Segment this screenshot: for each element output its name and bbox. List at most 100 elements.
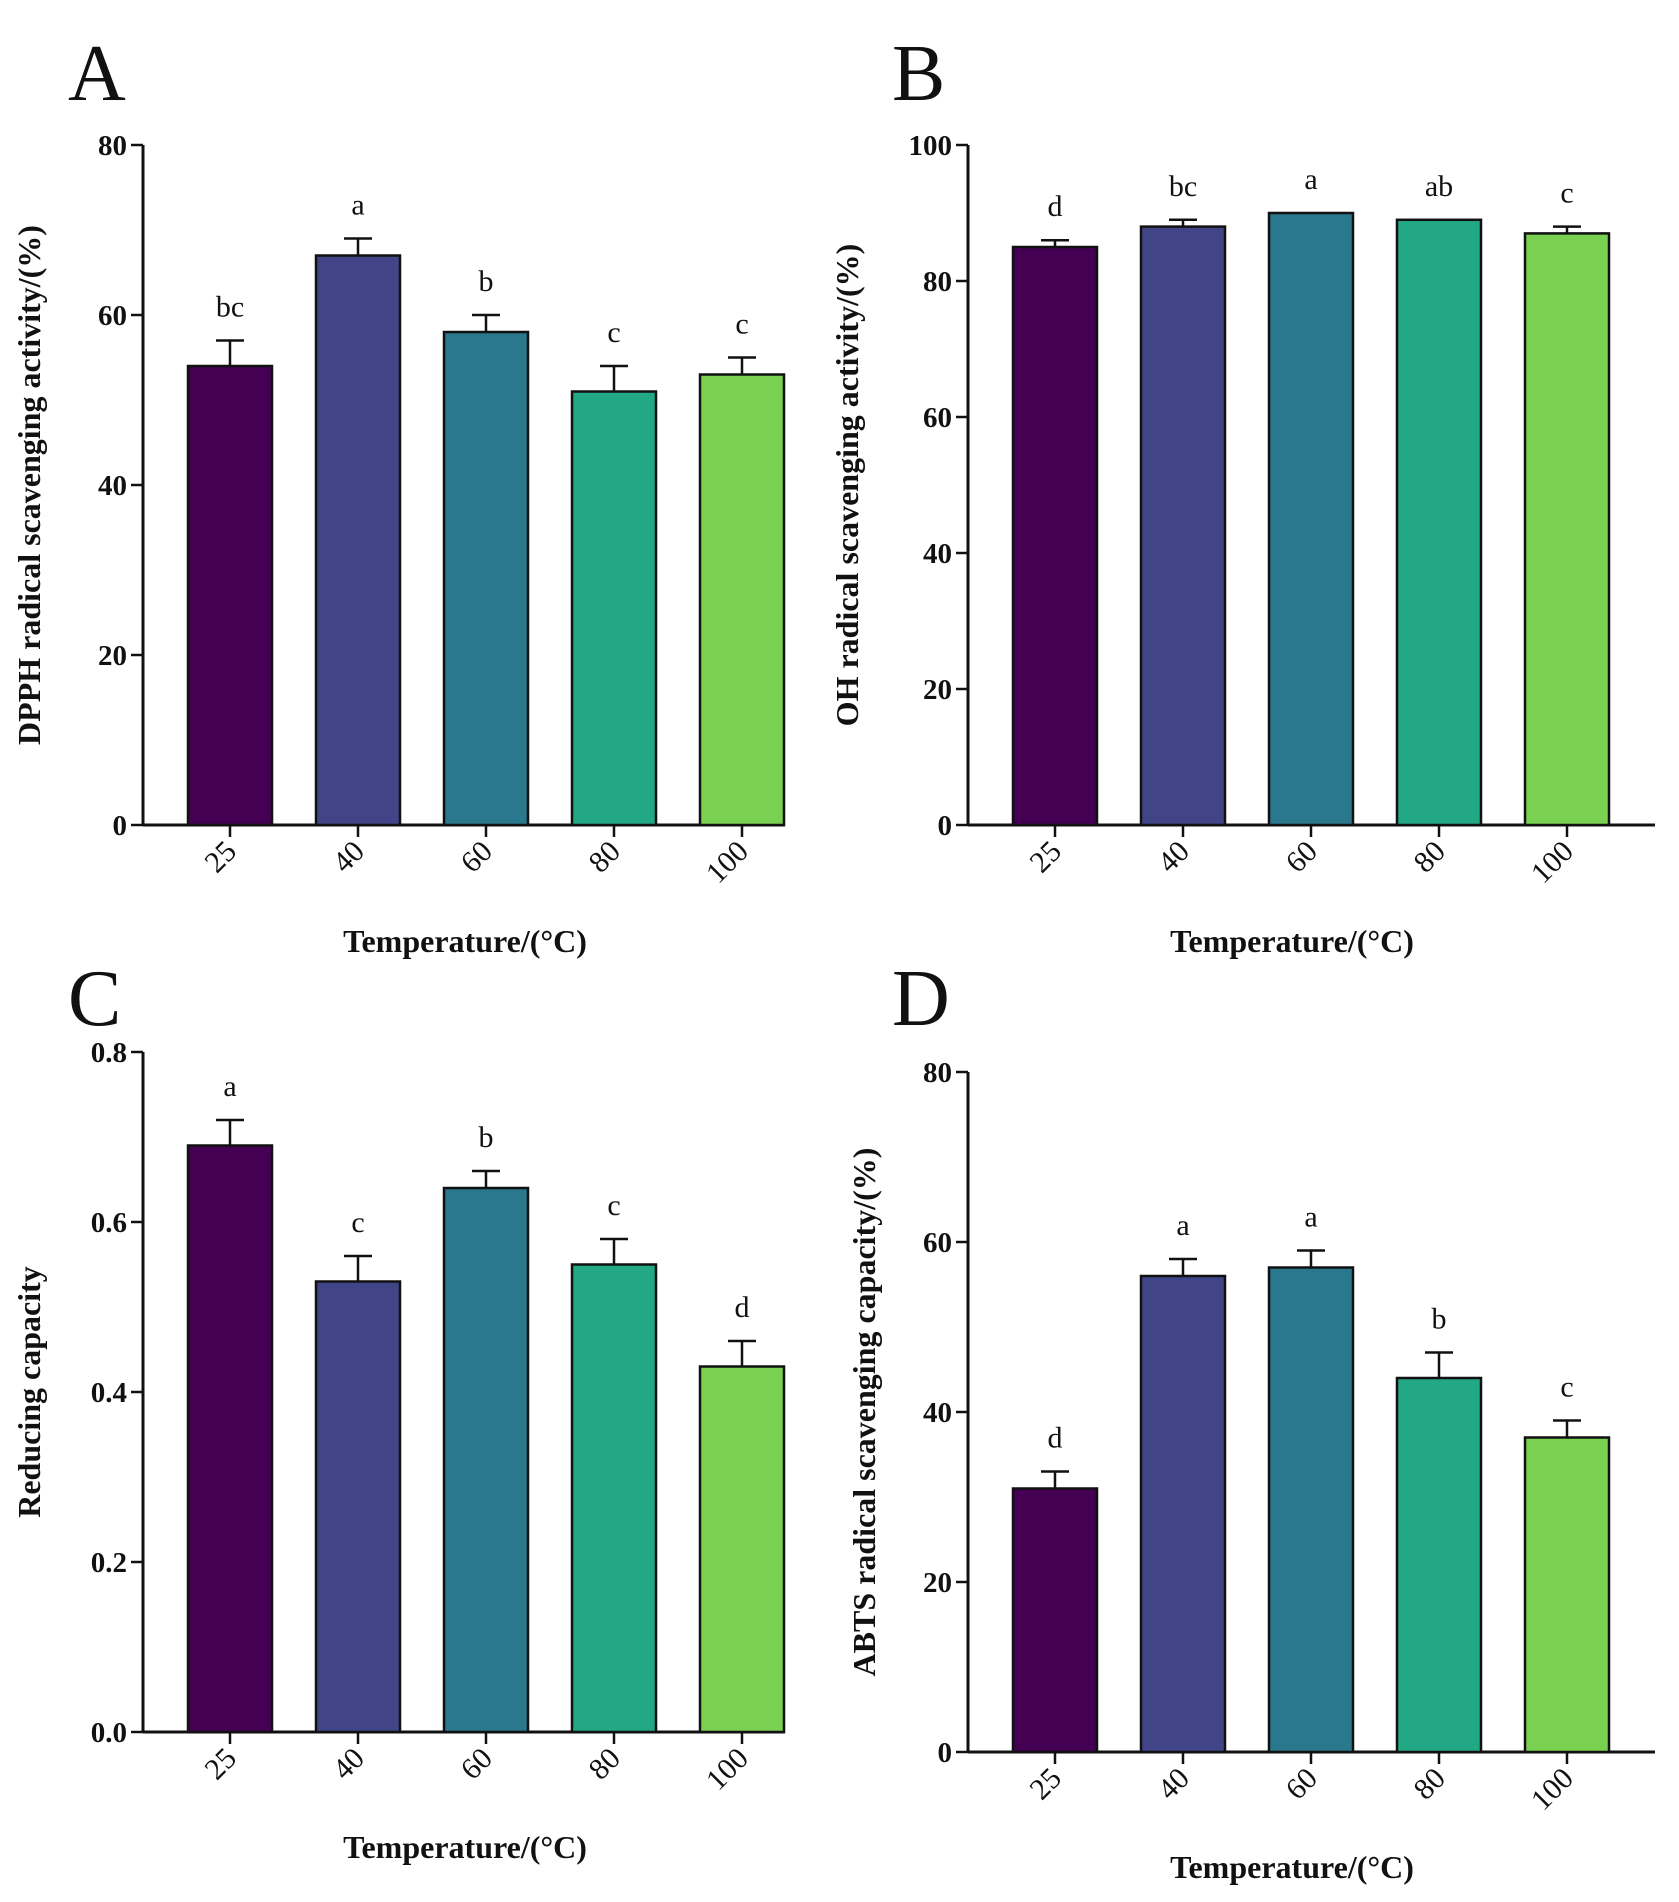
error-bar-25 bbox=[216, 1118, 244, 1146]
error-bar-40 bbox=[1169, 1257, 1197, 1276]
significance-letter: d bbox=[735, 1291, 750, 1324]
significance-letter: c bbox=[735, 308, 748, 341]
bar-40 bbox=[1139, 1274, 1227, 1754]
y-tick-label: 0.2 bbox=[91, 1547, 127, 1579]
bar-60 bbox=[442, 330, 530, 827]
panel-letter: B bbox=[892, 30, 945, 118]
bar-80 bbox=[1395, 218, 1483, 827]
error-bar-25 bbox=[216, 339, 244, 366]
significance-letter: a bbox=[1304, 1201, 1317, 1234]
y-tick-label: 0.4 bbox=[91, 1377, 127, 1409]
bar-40 bbox=[314, 1280, 402, 1734]
y-tick-label: 60 bbox=[923, 1227, 952, 1259]
y-tick-label: 60 bbox=[98, 300, 127, 332]
y-tick-label: 0 bbox=[113, 810, 128, 842]
bar-60 bbox=[1267, 211, 1355, 827]
significance-letter: c bbox=[1560, 177, 1573, 210]
error-bar-80 bbox=[600, 364, 628, 392]
x-tick-label: 40 bbox=[326, 835, 371, 880]
y-axis-title: DPPH radical scavenging activity/(%) bbox=[11, 225, 47, 745]
significance-letter: bc bbox=[216, 291, 244, 324]
x-tick-label: 100 bbox=[700, 1742, 755, 1797]
y-tick-label: 20 bbox=[98, 640, 127, 672]
bar-25 bbox=[186, 364, 274, 827]
x-axis-title: Temperature/(°C) bbox=[1170, 1849, 1414, 1885]
x-tick-label: 40 bbox=[1151, 835, 1196, 880]
error-bar-25 bbox=[1041, 238, 1069, 247]
panel-letter: A bbox=[68, 30, 126, 118]
panel-D: D 0 20 40 60 80 d 25 a 40 a 60 b 80 c 100 ABTS radical s… bbox=[846, 955, 1655, 1885]
x-tick-label: 25 bbox=[1023, 1762, 1068, 1807]
bar-100 bbox=[1523, 232, 1611, 827]
x-axis-title: Temperature/(°C) bbox=[343, 923, 587, 959]
x-tick-label: 25 bbox=[198, 835, 243, 880]
bar-80 bbox=[570, 390, 658, 827]
y-tick-label: 80 bbox=[98, 130, 127, 162]
significance-letter: b bbox=[479, 265, 494, 298]
significance-letter: b bbox=[1432, 1303, 1447, 1336]
y-tick-label: 100 bbox=[909, 130, 953, 162]
error-bar-40 bbox=[344, 237, 372, 256]
x-tick-label: 80 bbox=[1407, 1762, 1452, 1807]
error-bar-60 bbox=[472, 313, 500, 332]
y-tick-label: 20 bbox=[923, 1567, 952, 1599]
bar-60 bbox=[442, 1186, 530, 1734]
y-tick-label: 40 bbox=[923, 538, 952, 570]
y-tick-label: 80 bbox=[923, 1057, 952, 1089]
bar-80 bbox=[570, 1263, 658, 1734]
y-tick-label: 80 bbox=[923, 266, 952, 298]
significance-letter: a bbox=[1304, 163, 1317, 196]
y-tick-label: 0 bbox=[938, 810, 953, 842]
y-tick-label: 60 bbox=[923, 402, 952, 434]
error-bar-100 bbox=[1553, 225, 1581, 234]
bar-25 bbox=[186, 1144, 274, 1734]
x-tick-label: 60 bbox=[454, 835, 499, 880]
y-axis-title: Reducing capacity bbox=[11, 1266, 47, 1518]
error-bar-100 bbox=[728, 356, 756, 375]
x-tick-label: 100 bbox=[1525, 835, 1580, 890]
panel-B: B 0 20 40 60 80 100 d 25 bc 40 a 60 ab 80 c 100 OH radica… bbox=[829, 30, 1655, 959]
significance-letter: a bbox=[351, 189, 364, 222]
error-bar-60 bbox=[472, 1169, 500, 1188]
y-tick-label: 0 bbox=[938, 1737, 953, 1769]
significance-letter: c bbox=[607, 316, 620, 349]
bar-100 bbox=[698, 373, 786, 827]
x-tick-label: 25 bbox=[198, 1742, 243, 1787]
y-axis-title: ABTS radical scavenging capacity/(%) bbox=[846, 1148, 882, 1677]
y-axis-title: OH radical scavenging activity/(%) bbox=[829, 244, 865, 727]
y-tick-label: 40 bbox=[923, 1397, 952, 1429]
significance-letter: d bbox=[1048, 1422, 1063, 1455]
bar-100 bbox=[698, 1365, 786, 1734]
panel-A: A 0 20 40 60 80 bc 25 a 40 b 60 c 80 c 100 DPPH radical … bbox=[11, 30, 786, 959]
bar-25 bbox=[1011, 245, 1099, 827]
bar-100 bbox=[1523, 1436, 1611, 1754]
error-bar-80 bbox=[1425, 1351, 1453, 1378]
x-tick-label: 60 bbox=[1279, 1762, 1324, 1807]
y-tick-label: 0.8 bbox=[91, 1037, 127, 1069]
x-tick-label: 60 bbox=[454, 1742, 499, 1787]
significance-letter: c bbox=[351, 1206, 364, 1239]
significance-letter: d bbox=[1048, 190, 1063, 223]
bar-40 bbox=[314, 254, 402, 827]
y-tick-label: 0.6 bbox=[91, 1207, 127, 1239]
bar-80 bbox=[1395, 1376, 1483, 1754]
y-tick-label: 40 bbox=[98, 470, 127, 502]
significance-letter: ab bbox=[1425, 170, 1453, 203]
x-tick-label: 25 bbox=[1023, 835, 1068, 880]
x-tick-label: 40 bbox=[1151, 1762, 1196, 1807]
y-tick-label: 20 bbox=[923, 674, 952, 706]
significance-letter: c bbox=[607, 1189, 620, 1222]
error-bar-100 bbox=[1553, 1419, 1581, 1438]
y-tick-label: 0.0 bbox=[91, 1717, 127, 1749]
x-tick-label: 40 bbox=[326, 1742, 371, 1787]
bar-25 bbox=[1011, 1487, 1099, 1754]
bar-40 bbox=[1139, 225, 1227, 827]
x-tick-label: 60 bbox=[1279, 835, 1324, 880]
x-tick-label: 80 bbox=[1407, 835, 1452, 880]
x-axis-title: Temperature/(°C) bbox=[1170, 923, 1414, 959]
x-tick-label: 100 bbox=[700, 835, 755, 890]
significance-letter: b bbox=[479, 1121, 494, 1154]
x-tick-label: 100 bbox=[1525, 1762, 1580, 1817]
panel-letter: D bbox=[892, 955, 950, 1043]
